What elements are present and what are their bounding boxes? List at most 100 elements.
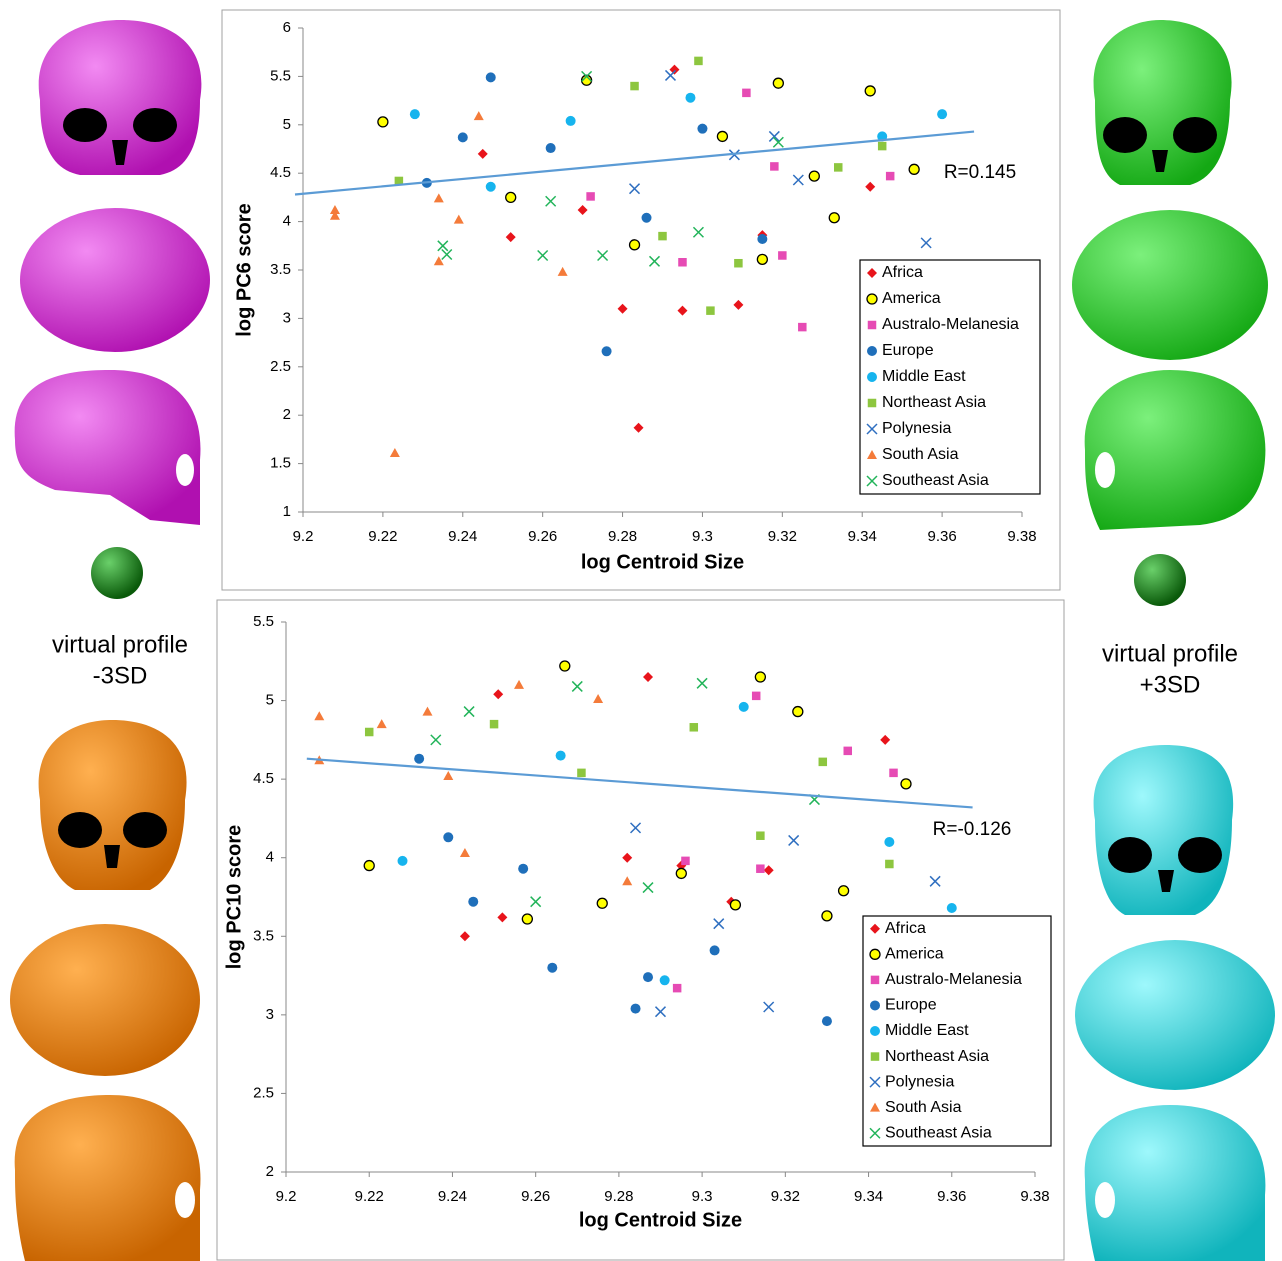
x-tick-label: 9.2	[293, 528, 314, 545]
point	[788, 834, 800, 846]
point	[394, 176, 404, 186]
point	[547, 962, 558, 973]
legend-marker	[870, 1102, 880, 1112]
point	[689, 723, 699, 732]
x-tick-label: 9.34	[854, 1188, 883, 1205]
point	[364, 727, 374, 737]
point	[521, 913, 533, 925]
point	[497, 912, 508, 923]
point	[709, 945, 720, 956]
point	[772, 77, 784, 89]
point	[729, 899, 742, 911]
x-tick-label: 9.26	[521, 1188, 550, 1205]
point	[630, 1003, 641, 1014]
x-tick-label: 9.34	[848, 528, 877, 545]
point	[409, 109, 420, 120]
point	[414, 753, 425, 764]
point	[443, 771, 454, 780]
profile-label: -3SD	[93, 662, 148, 689]
legend-label: Africa	[885, 920, 926, 937]
point	[643, 672, 654, 682]
chart-frame	[221, 9, 1061, 591]
point	[770, 162, 779, 171]
point	[555, 750, 566, 761]
legend-label: Australo-Melanesia	[882, 316, 1019, 333]
point	[363, 859, 375, 872]
point	[537, 249, 549, 262]
point	[733, 299, 744, 310]
point	[630, 822, 642, 834]
legend-marker	[869, 948, 881, 960]
point	[778, 251, 787, 260]
y-tick-label: 3.5	[270, 261, 291, 278]
point	[756, 864, 765, 873]
point	[772, 136, 784, 148]
point	[696, 677, 708, 689]
point	[818, 757, 828, 767]
x-tick-label: 9.22	[368, 528, 397, 545]
y-tick-label: 3.5	[253, 927, 274, 944]
point	[681, 856, 690, 866]
point	[658, 231, 667, 241]
point	[641, 212, 652, 223]
point	[880, 734, 891, 745]
x-axis-title: log Centroid Size	[581, 551, 744, 573]
point	[946, 903, 957, 913]
point	[889, 768, 898, 778]
skull-views-left-top	[14, 20, 210, 599]
point	[389, 447, 400, 457]
point	[581, 70, 593, 82]
point	[659, 975, 670, 986]
point	[430, 734, 442, 746]
point	[433, 256, 444, 266]
point	[716, 130, 729, 143]
x-tick-label: 9.28	[608, 528, 637, 545]
point	[763, 865, 774, 876]
point	[577, 204, 588, 215]
point	[617, 303, 628, 314]
legend-label: Northeast Asia	[882, 394, 986, 411]
point	[459, 931, 470, 942]
point	[596, 897, 608, 909]
legend-label: America	[882, 290, 941, 307]
point	[808, 170, 820, 182]
legend-label: Europe	[882, 342, 934, 359]
legend-marker	[870, 1000, 880, 1011]
y-tick-label: 5.5	[270, 67, 291, 84]
point	[648, 255, 661, 267]
legend-label: Southeast Asia	[885, 1124, 992, 1141]
profile-label: virtual profile	[1102, 640, 1238, 667]
legend-marker	[866, 475, 878, 487]
point	[734, 258, 743, 268]
point	[713, 918, 725, 930]
point	[485, 72, 496, 83]
point	[685, 92, 696, 103]
point	[457, 132, 468, 143]
legend-marker	[867, 320, 877, 330]
point	[473, 111, 484, 121]
point	[422, 706, 433, 716]
point	[505, 191, 517, 204]
chart-frame	[216, 599, 1065, 1261]
legend-label: Northeast Asia	[885, 1048, 989, 1065]
point	[630, 81, 639, 91]
skull-views-right-top	[1072, 20, 1268, 606]
point	[443, 832, 454, 843]
point	[884, 837, 895, 847]
x-tick-label: 9.22	[355, 1188, 384, 1205]
point	[675, 867, 687, 880]
legend-marker	[870, 1052, 880, 1061]
point	[441, 248, 453, 261]
point	[920, 237, 932, 249]
point	[468, 896, 479, 907]
legend-marker	[870, 1026, 880, 1036]
point	[908, 163, 920, 175]
point	[580, 74, 593, 86]
point	[577, 768, 586, 778]
point	[586, 192, 595, 201]
y-tick-label: 1	[283, 503, 291, 520]
y-tick-label: 2	[266, 1163, 274, 1180]
point	[821, 910, 833, 922]
legend-marker	[867, 372, 877, 382]
